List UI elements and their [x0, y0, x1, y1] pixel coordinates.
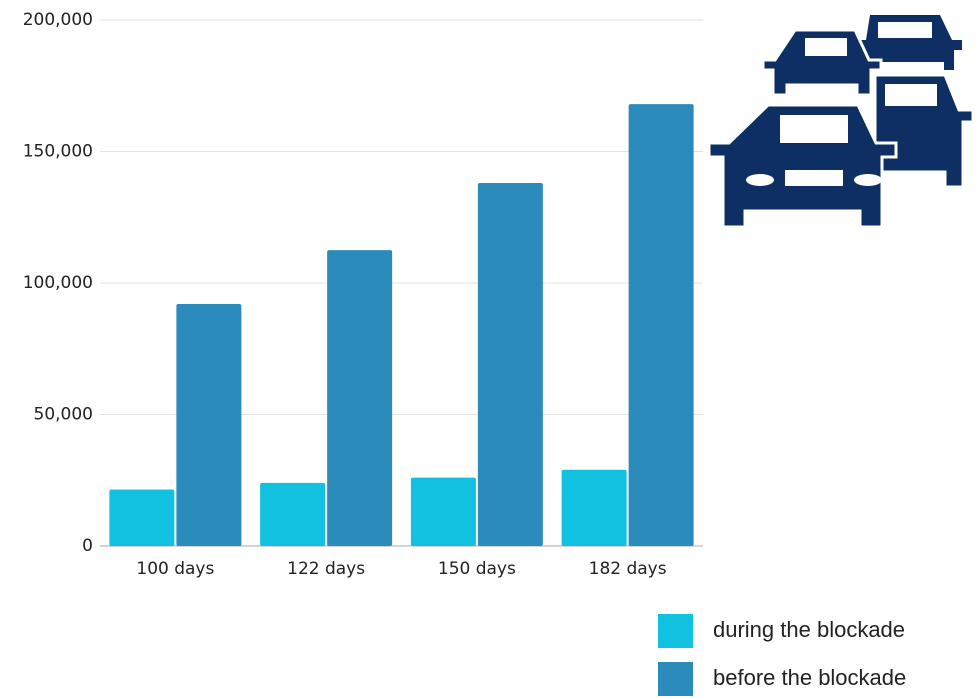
y-tick-label: 100,000 [23, 273, 93, 293]
x-tick-label: 100 days [136, 559, 214, 579]
bar [176, 304, 241, 546]
legend-swatch [658, 662, 693, 696]
bar [109, 489, 174, 546]
bar [629, 104, 694, 546]
bar [562, 470, 627, 546]
x-tick-label: 122 days [287, 559, 365, 579]
chart: 0 50,000 100,000 150,000 200,000 100 days 122 … [0, 0, 978, 698]
bar [478, 183, 543, 546]
legend-label: before the blockade [713, 665, 906, 690]
x-tick-label: 150 days [438, 559, 516, 579]
y-tick-label: 50,000 [34, 405, 93, 425]
bar [327, 250, 392, 546]
x-tick-label: 182 days [589, 559, 667, 579]
cars-icon [709, 15, 973, 227]
bar [411, 478, 476, 546]
y-tick-label: 0 [82, 536, 93, 556]
legend-swatch [658, 614, 693, 648]
legend-label: during the blockade [713, 617, 905, 642]
y-tick-label: 150,000 [23, 142, 93, 162]
y-tick-label: 200,000 [23, 10, 93, 30]
bar [260, 483, 325, 546]
